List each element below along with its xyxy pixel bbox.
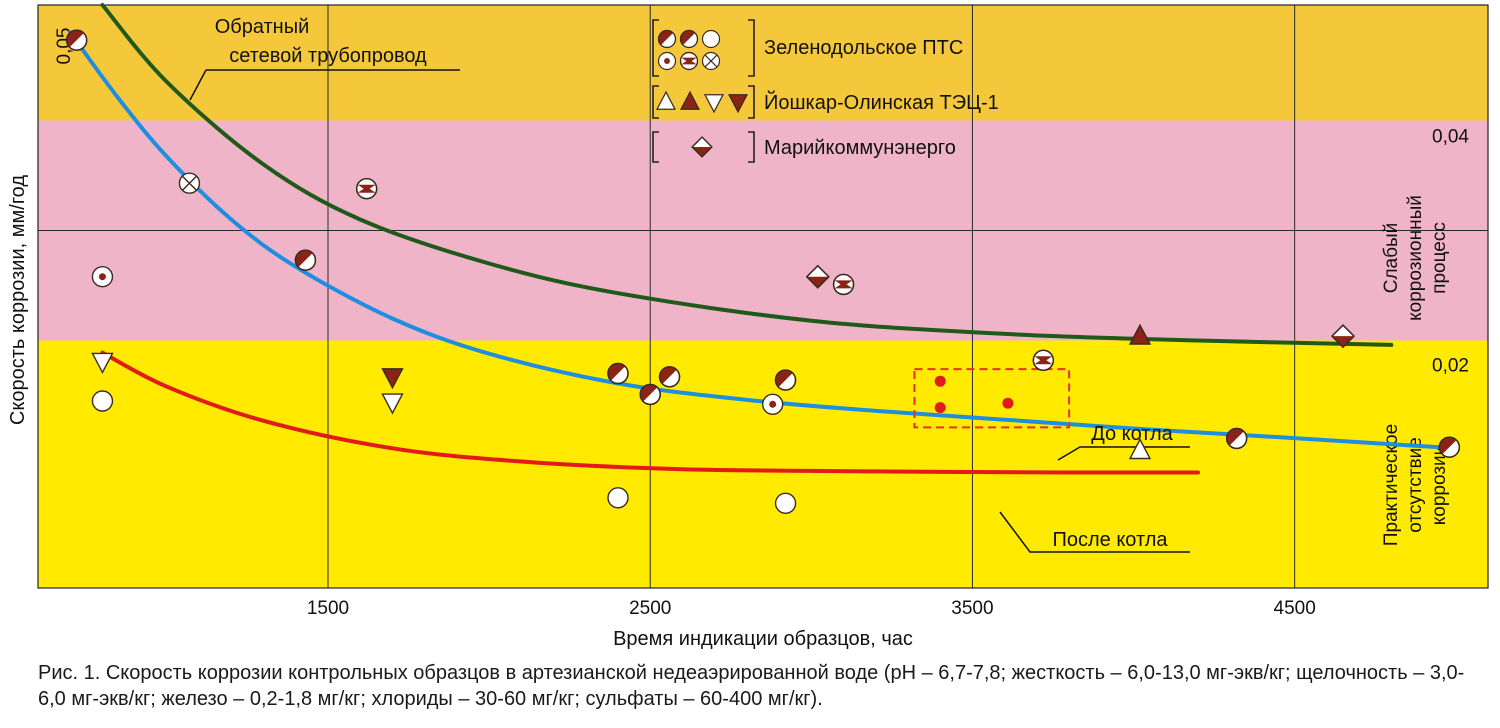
x-tick-label-2500: 2500 (629, 598, 671, 619)
figure-caption: Рис. 1. Скорость коррозии контрольных об… (38, 662, 1465, 710)
dashed-highlight-box (913, 368, 1071, 429)
data-point-10-tri-down-open (91, 352, 114, 374)
leader-after (999, 511, 1190, 553)
data-point-20-half-diag (1438, 436, 1461, 458)
legend-bracket-1-left (652, 85, 659, 119)
zone-band-0 (38, 5, 1488, 121)
legend-marker-0-4 (679, 51, 699, 71)
data-point-26-red-dot (1002, 397, 1014, 409)
data-point-3-half-diag (294, 249, 317, 271)
legend-bracket-2-left (652, 131, 659, 163)
data-point-19-half-diag (1225, 427, 1248, 450)
legend-marker-0-0 (657, 29, 677, 49)
curve-label-return-line-0: Обратный (215, 16, 310, 38)
legend-marker-0-1 (679, 29, 699, 49)
leader-return (189, 69, 207, 101)
legend-marker-2-0 (691, 136, 713, 158)
data-point-25-red-dot (934, 402, 946, 414)
y-axis-label: Скорость коррозии, мм/год (7, 175, 29, 425)
leader-before (1057, 446, 1190, 461)
legend: Зеленодольское ПТС Йошкар-Олинская ТЭЦ-1 М… (652, 19, 999, 163)
zone-band-2 (38, 340, 1488, 588)
zone-label-none-line-2: коррозии (1429, 445, 1450, 526)
x-tick-label-4500: 4500 (1274, 598, 1316, 619)
legend-marker-1-2 (703, 94, 725, 114)
curve-return-pipeline (100, 3, 1394, 347)
zone-label-weak-line-2: процесс (1429, 222, 1450, 294)
data-point-17-half-diag (774, 369, 797, 391)
x-tick-label-1500: 1500 (307, 598, 349, 619)
legend-marker-1-0 (655, 90, 677, 110)
legend-bracket-1-right (748, 85, 755, 119)
legend-marker-0-2 (701, 29, 721, 49)
data-point-5-diamond-half (805, 264, 830, 289)
data-point-2-circle-bowtie (355, 177, 378, 200)
legend-label-mariykommunenergo: Марийкоммунэнерго (764, 137, 956, 159)
legend-label-yoshkar-ola: Йошкар-Олинская ТЭЦ-1 (764, 90, 999, 114)
zone-label-none: Практическое отсутствие коррозии (1381, 424, 1450, 546)
legend-marker-1-3 (727, 94, 749, 114)
legend-marker-0-3 (657, 51, 677, 71)
data-point-15-half-diag (658, 366, 681, 388)
zone-label-weak-line-0: Слабый (1381, 223, 1402, 294)
plot-frame (37, 4, 1489, 589)
data-point-13-tri-down-open (381, 393, 404, 415)
data-point-4-circle-dot (91, 266, 114, 288)
legend-bracket-0-right (748, 19, 755, 77)
zone-label-weak-line-1: коррозионный (1405, 195, 1426, 321)
curve-label-return-line-1: сетевой трубопровод (229, 45, 427, 67)
zone-label-weak: Слабый коррозионный процесс (1381, 195, 1450, 321)
x-tick-label-3500: 3500 (951, 598, 993, 619)
curve-label-before: До котла (1091, 423, 1173, 445)
curve-label-after: После котла (1052, 529, 1168, 551)
data-point-14-half-diag (607, 362, 629, 385)
data-point-18-circle-dot (761, 393, 784, 415)
y-tick-label-right-upper: 0,04 (1432, 127, 1469, 148)
curve-after-boiler (100, 350, 1200, 475)
legend-marker-0-5 (701, 51, 721, 71)
data-point-1-circle-x (178, 172, 201, 194)
legend-bracket-0-left (652, 19, 659, 77)
data-point-22-circle-open (607, 487, 629, 509)
data-point-7-tri-up-filled (1128, 323, 1152, 345)
x-axis-label: Время индикации образцов, час (613, 628, 913, 650)
data-point-6-circle-bowtie (832, 273, 855, 296)
data-point-21-tri-up-open (1128, 437, 1152, 460)
data-point-9-circle-bowtie (1032, 349, 1055, 371)
zone-label-none-line-1: отсутствие (1405, 437, 1426, 533)
data-point-11-circle-open (91, 390, 114, 412)
zone-label-none-line-0: Практическое (1381, 424, 1402, 546)
data-point-16-half-diag (639, 383, 661, 406)
data-point-8-diamond-half (1331, 324, 1355, 349)
data-point-24-red-dot (934, 375, 946, 387)
y-tick-label-right-lower: 0,02 (1432, 355, 1469, 376)
data-point-0-half-diag (65, 29, 88, 51)
legend-bracket-2-right (748, 131, 755, 163)
data-point-12-tri-down-filled (381, 368, 404, 390)
data-point-23-circle-open (774, 492, 797, 514)
legend-label-zelenodolsk: Зеленодольское ПТС (764, 37, 963, 59)
legend-marker-1-1 (679, 90, 701, 110)
